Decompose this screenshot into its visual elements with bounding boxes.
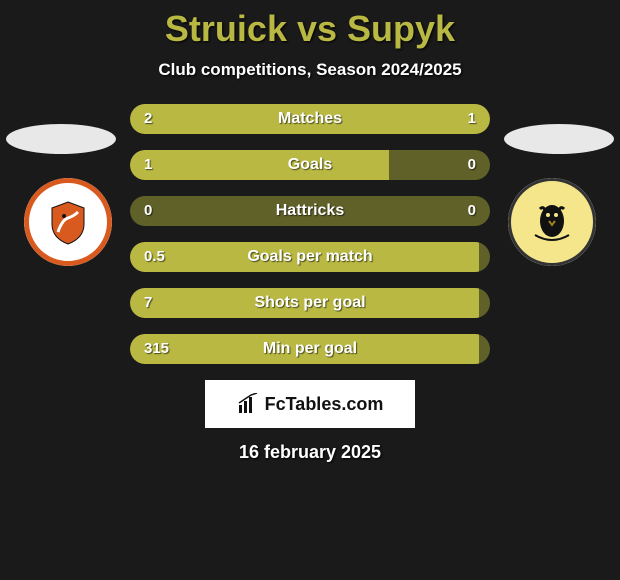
branding-box[interactable]: FcTables.com <box>205 380 415 428</box>
club-badge-left <box>24 178 112 266</box>
page-title: Struick vs Supyk <box>0 0 620 50</box>
subtitle: Club competitions, Season 2024/2025 <box>0 60 620 80</box>
chart-icon <box>237 393 259 415</box>
club-logo-b <box>508 178 596 266</box>
stat-row: 7Shots per goal <box>130 288 490 318</box>
date-line: 16 february 2025 <box>0 442 620 463</box>
stat-row: 21Matches <box>130 104 490 134</box>
stat-label: Shots per goal <box>130 288 490 318</box>
stat-label: Matches <box>130 104 490 134</box>
stat-row: 00Hattricks <box>130 196 490 226</box>
stat-label: Min per goal <box>130 334 490 364</box>
player-shadow-right <box>504 124 614 154</box>
stat-row: 10Goals <box>130 150 490 180</box>
club-logo-a <box>24 178 112 266</box>
stat-row: 0.5Goals per match <box>130 242 490 272</box>
stats-container: 21Matches 10Goals 00Hattricks 0.5Goals per … <box>130 104 490 364</box>
stat-label: Goals <box>130 150 490 180</box>
stat-label: Hattricks <box>130 196 490 226</box>
stat-label: Goals per match <box>130 242 490 272</box>
branding-text: FcTables.com <box>265 394 384 415</box>
player-shadow-left <box>6 124 116 154</box>
club-badge-right <box>508 178 596 266</box>
stat-row: 315Min per goal <box>130 334 490 364</box>
